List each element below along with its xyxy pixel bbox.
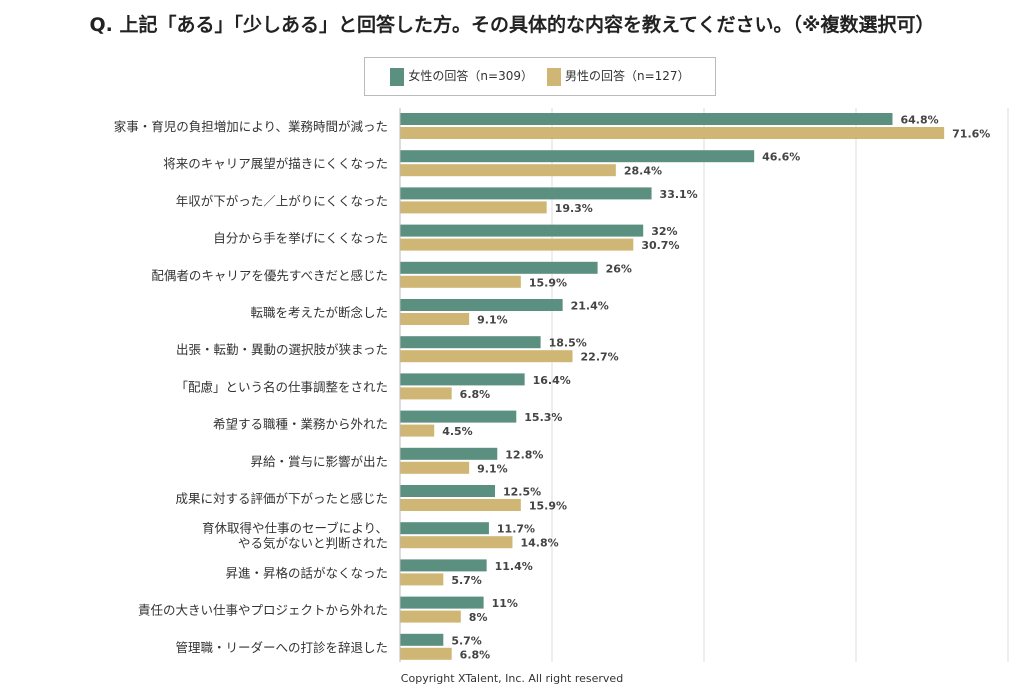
category-label: 将来のキャリア展望が描きにくくなった xyxy=(163,156,388,171)
bar-male xyxy=(400,201,547,214)
category-label: 管理職・リーダーへの打診を辞退した xyxy=(175,640,388,655)
data-label: 14.8% xyxy=(520,537,558,550)
bar-male xyxy=(400,387,452,400)
category-label: 「配慮」という名の仕事調整をされた xyxy=(175,379,388,394)
bar-female xyxy=(400,224,644,237)
legend-swatch xyxy=(390,67,405,86)
data-label: 46.6% xyxy=(762,151,800,164)
category-label: 希望する職種・業務から外れた xyxy=(213,417,388,432)
category-label: やる気がないと判断された xyxy=(238,536,388,551)
legend-item-male: 男性の回答（n=127） xyxy=(547,67,690,86)
bar-male xyxy=(400,238,634,251)
data-label: 33.1% xyxy=(660,188,698,201)
category-label: 年収が下がった／上がりにくくなった xyxy=(176,193,388,208)
data-label: 5.7% xyxy=(451,574,482,587)
category-label: 配偶者のキャリアを優先すべきだと感じた xyxy=(151,268,388,283)
data-label: 15.9% xyxy=(529,500,567,513)
bar-female xyxy=(400,559,487,572)
data-label: 22.7% xyxy=(581,351,619,364)
bar-male xyxy=(400,350,573,363)
bar-female xyxy=(400,187,652,200)
legend-item-female: 女性の回答（n=309） xyxy=(390,67,533,86)
copyright: Copyright XTalent, Inc. All right reserv… xyxy=(400,672,624,685)
data-label: 16.4% xyxy=(533,374,571,387)
legend: 女性の回答（n=309） 男性の回答（n=127） xyxy=(364,57,716,96)
bar-female xyxy=(400,261,598,274)
bar-female xyxy=(400,447,498,460)
bar-male xyxy=(400,610,461,623)
data-label: 12.8% xyxy=(505,448,543,461)
bar-female xyxy=(400,336,541,349)
bar-male xyxy=(400,647,452,660)
data-label: 64.8% xyxy=(900,114,938,127)
data-label: 15.9% xyxy=(529,276,567,289)
chart-title: Q. 上記「ある」「少しある」と回答した方。その具体的な内容を教えてください。（… xyxy=(89,14,935,36)
category-label: 昇給・賞与に影響が出た xyxy=(250,454,388,469)
category-label: 自分から手を挙げにくくなった xyxy=(213,231,388,246)
category-label: 転職を考えたが断念した xyxy=(250,305,388,320)
bar-male xyxy=(400,424,435,437)
bar-female xyxy=(400,522,489,535)
bar-male xyxy=(400,127,945,139)
category-label: 育休取得や仕事のセーブにより、 xyxy=(202,521,388,536)
legend-label: 男性の回答（n=127） xyxy=(565,69,690,84)
data-label: 18.5% xyxy=(549,337,587,350)
category-label: 出張・転勤・異動の選択肢が狭まった xyxy=(176,342,388,357)
data-label: 11% xyxy=(492,597,518,610)
bar-male xyxy=(400,461,470,474)
bar-female xyxy=(400,596,484,609)
data-label: 26% xyxy=(606,262,632,275)
category-label: 責任の大きい仕事やプロジェクトから外れた xyxy=(138,603,388,618)
data-label: 21.4% xyxy=(571,300,609,313)
data-label: 71.6% xyxy=(952,128,990,141)
bar-male xyxy=(400,536,513,549)
data-label: 9.1% xyxy=(477,314,508,327)
bar-male xyxy=(400,275,521,288)
bar-male xyxy=(400,573,444,586)
bar-female xyxy=(400,410,517,423)
bar-male xyxy=(400,164,616,177)
data-label: 12.5% xyxy=(503,486,541,499)
category-label: 家事・育児の負担増加により、業務時間が減った xyxy=(114,119,388,134)
data-label: 5.7% xyxy=(451,634,482,647)
bar-female xyxy=(400,150,755,163)
legend-label: 女性の回答（n=309） xyxy=(408,69,533,84)
bar-female xyxy=(400,373,525,386)
legend-swatch xyxy=(547,67,561,86)
data-label: 11.7% xyxy=(497,523,535,536)
data-label: 9.1% xyxy=(477,462,508,475)
bar-female xyxy=(400,485,495,497)
category-label: 昇進・昇格の話がなくなった xyxy=(225,565,388,580)
data-label: 6.8% xyxy=(460,388,491,401)
data-label: 28.4% xyxy=(624,165,662,178)
bar-female xyxy=(400,113,893,125)
data-label: 30.7% xyxy=(641,239,679,252)
bar-male xyxy=(400,499,521,511)
bar-male xyxy=(400,313,470,325)
data-label: 19.3% xyxy=(555,202,593,215)
bar-female xyxy=(400,299,563,311)
data-label: 11.4% xyxy=(495,560,533,573)
data-label: 6.8% xyxy=(460,648,491,661)
category-label: 成果に対する評価が下がったと感じた xyxy=(175,491,388,506)
data-label: 4.5% xyxy=(442,425,473,438)
data-label: 8% xyxy=(469,611,488,624)
data-label: 32% xyxy=(651,225,677,238)
bar-female xyxy=(400,633,444,646)
data-label: 15.3% xyxy=(524,411,562,424)
